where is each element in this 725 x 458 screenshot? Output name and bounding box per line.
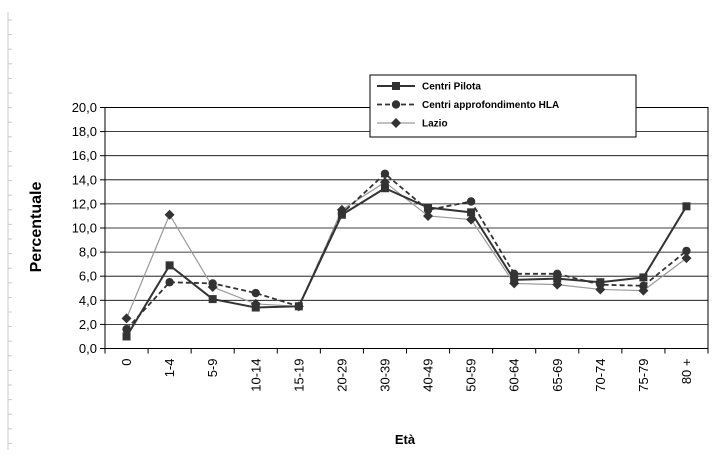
data-point [424,203,433,212]
legend-label: Lazio [422,119,448,130]
y-axis: 0,0 2,0 4,0 6,0 8,0 10,0 12,0 14,0 16,0 18,0 20,0 [72,100,105,356]
x-tick-label: 40-49 [421,359,436,392]
x-tick-label: 75-79 [636,359,651,392]
data-point [380,184,389,193]
data-point [467,208,476,217]
series-line [125,187,688,337]
y-tick-label: 6,0 [79,269,97,284]
data-point [122,332,131,341]
data-point [682,202,691,211]
frame-left-ruler [7,12,12,450]
legend-item-centri-pilota: Centri Pilota [377,82,481,93]
data-point [596,278,605,287]
x-tick-label: 30-39 [377,359,392,392]
data-point [682,246,691,256]
data-point [380,169,390,178]
data-point [294,302,303,311]
data-point [164,209,175,220]
series-lines [121,169,692,341]
y-axis-title: Percentuale [28,182,45,273]
data-point [208,279,217,288]
y-tick-label: 20,0 [72,100,97,115]
data-point [553,274,562,283]
legend-marker [392,82,400,90]
legend-label: Centri approfondimento HLA [422,100,559,111]
data-point [165,261,174,270]
legend-label: Centri Pilota [422,82,481,93]
series-centri-pilota [122,184,691,341]
series-lazio [121,177,692,324]
legend-item-centri-approfondimento-hla: Centri approfondimento HLA [377,100,559,111]
y-tick-label: 16,0 [72,148,97,163]
x-tick-label: 70-74 [593,359,608,392]
series-line [125,181,687,319]
gridlines [105,131,708,325]
data-point [639,273,648,282]
legend-marker [391,100,401,109]
data-point [423,210,434,221]
y-tick-label: 18,0 [72,124,97,139]
x-tick-label: 5-9 [205,359,220,378]
x-tick-label: 10-14 [248,359,263,392]
x-tick-label: 80 + [679,359,694,385]
legend: Centri Pilota Centri approfondimento HLA L… [369,74,637,138]
legend-marker [391,118,401,128]
legend-item-lazio: Lazio [377,118,448,130]
plot-area: 0,02,04,06,08,010,012,014,016,018,020,0 … [72,100,709,392]
x-tick-label: 50-59 [464,359,479,392]
data-point [251,288,260,298]
y-tick-label: 8,0 [79,245,97,260]
y-tick-label: 14,0 [72,172,97,187]
data-point [121,313,132,324]
data-point [251,303,260,312]
series-centri-approfondimento-hla [122,169,691,334]
data-point [466,197,476,206]
x-tick-label: 65-69 [550,359,565,392]
data-point [337,210,346,219]
y-tick-label: 2,0 [79,317,97,332]
x-axis: 0 1-4 5-9 10-14 15-19 20-29 30-39 40-49 50-59 60-… [104,348,709,392]
y-tick-label: 12,0 [72,196,97,211]
data-point [639,281,648,291]
x-tick-label: 20-29 [334,359,349,392]
data-point [165,278,174,287]
x-tick-label: 60-64 [507,359,522,392]
y-tick-label: 0,0 [79,341,97,356]
series-line [125,172,688,330]
data-point [681,253,692,264]
x-tick-label: 1-4 [162,359,177,378]
x-tick-label: 0 [119,359,134,366]
y-tick-label: 10,0 [72,221,97,236]
data-point [208,295,217,304]
x-axis-title: Età [395,432,416,447]
y-tick-label: 4,0 [79,293,97,308]
data-point [510,275,519,284]
x-tick-label: 15-19 [291,359,306,392]
